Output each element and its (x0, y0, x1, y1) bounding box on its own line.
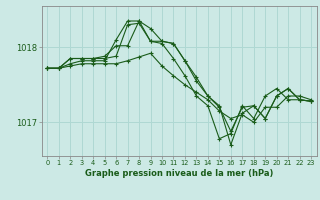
X-axis label: Graphe pression niveau de la mer (hPa): Graphe pression niveau de la mer (hPa) (85, 169, 273, 178)
